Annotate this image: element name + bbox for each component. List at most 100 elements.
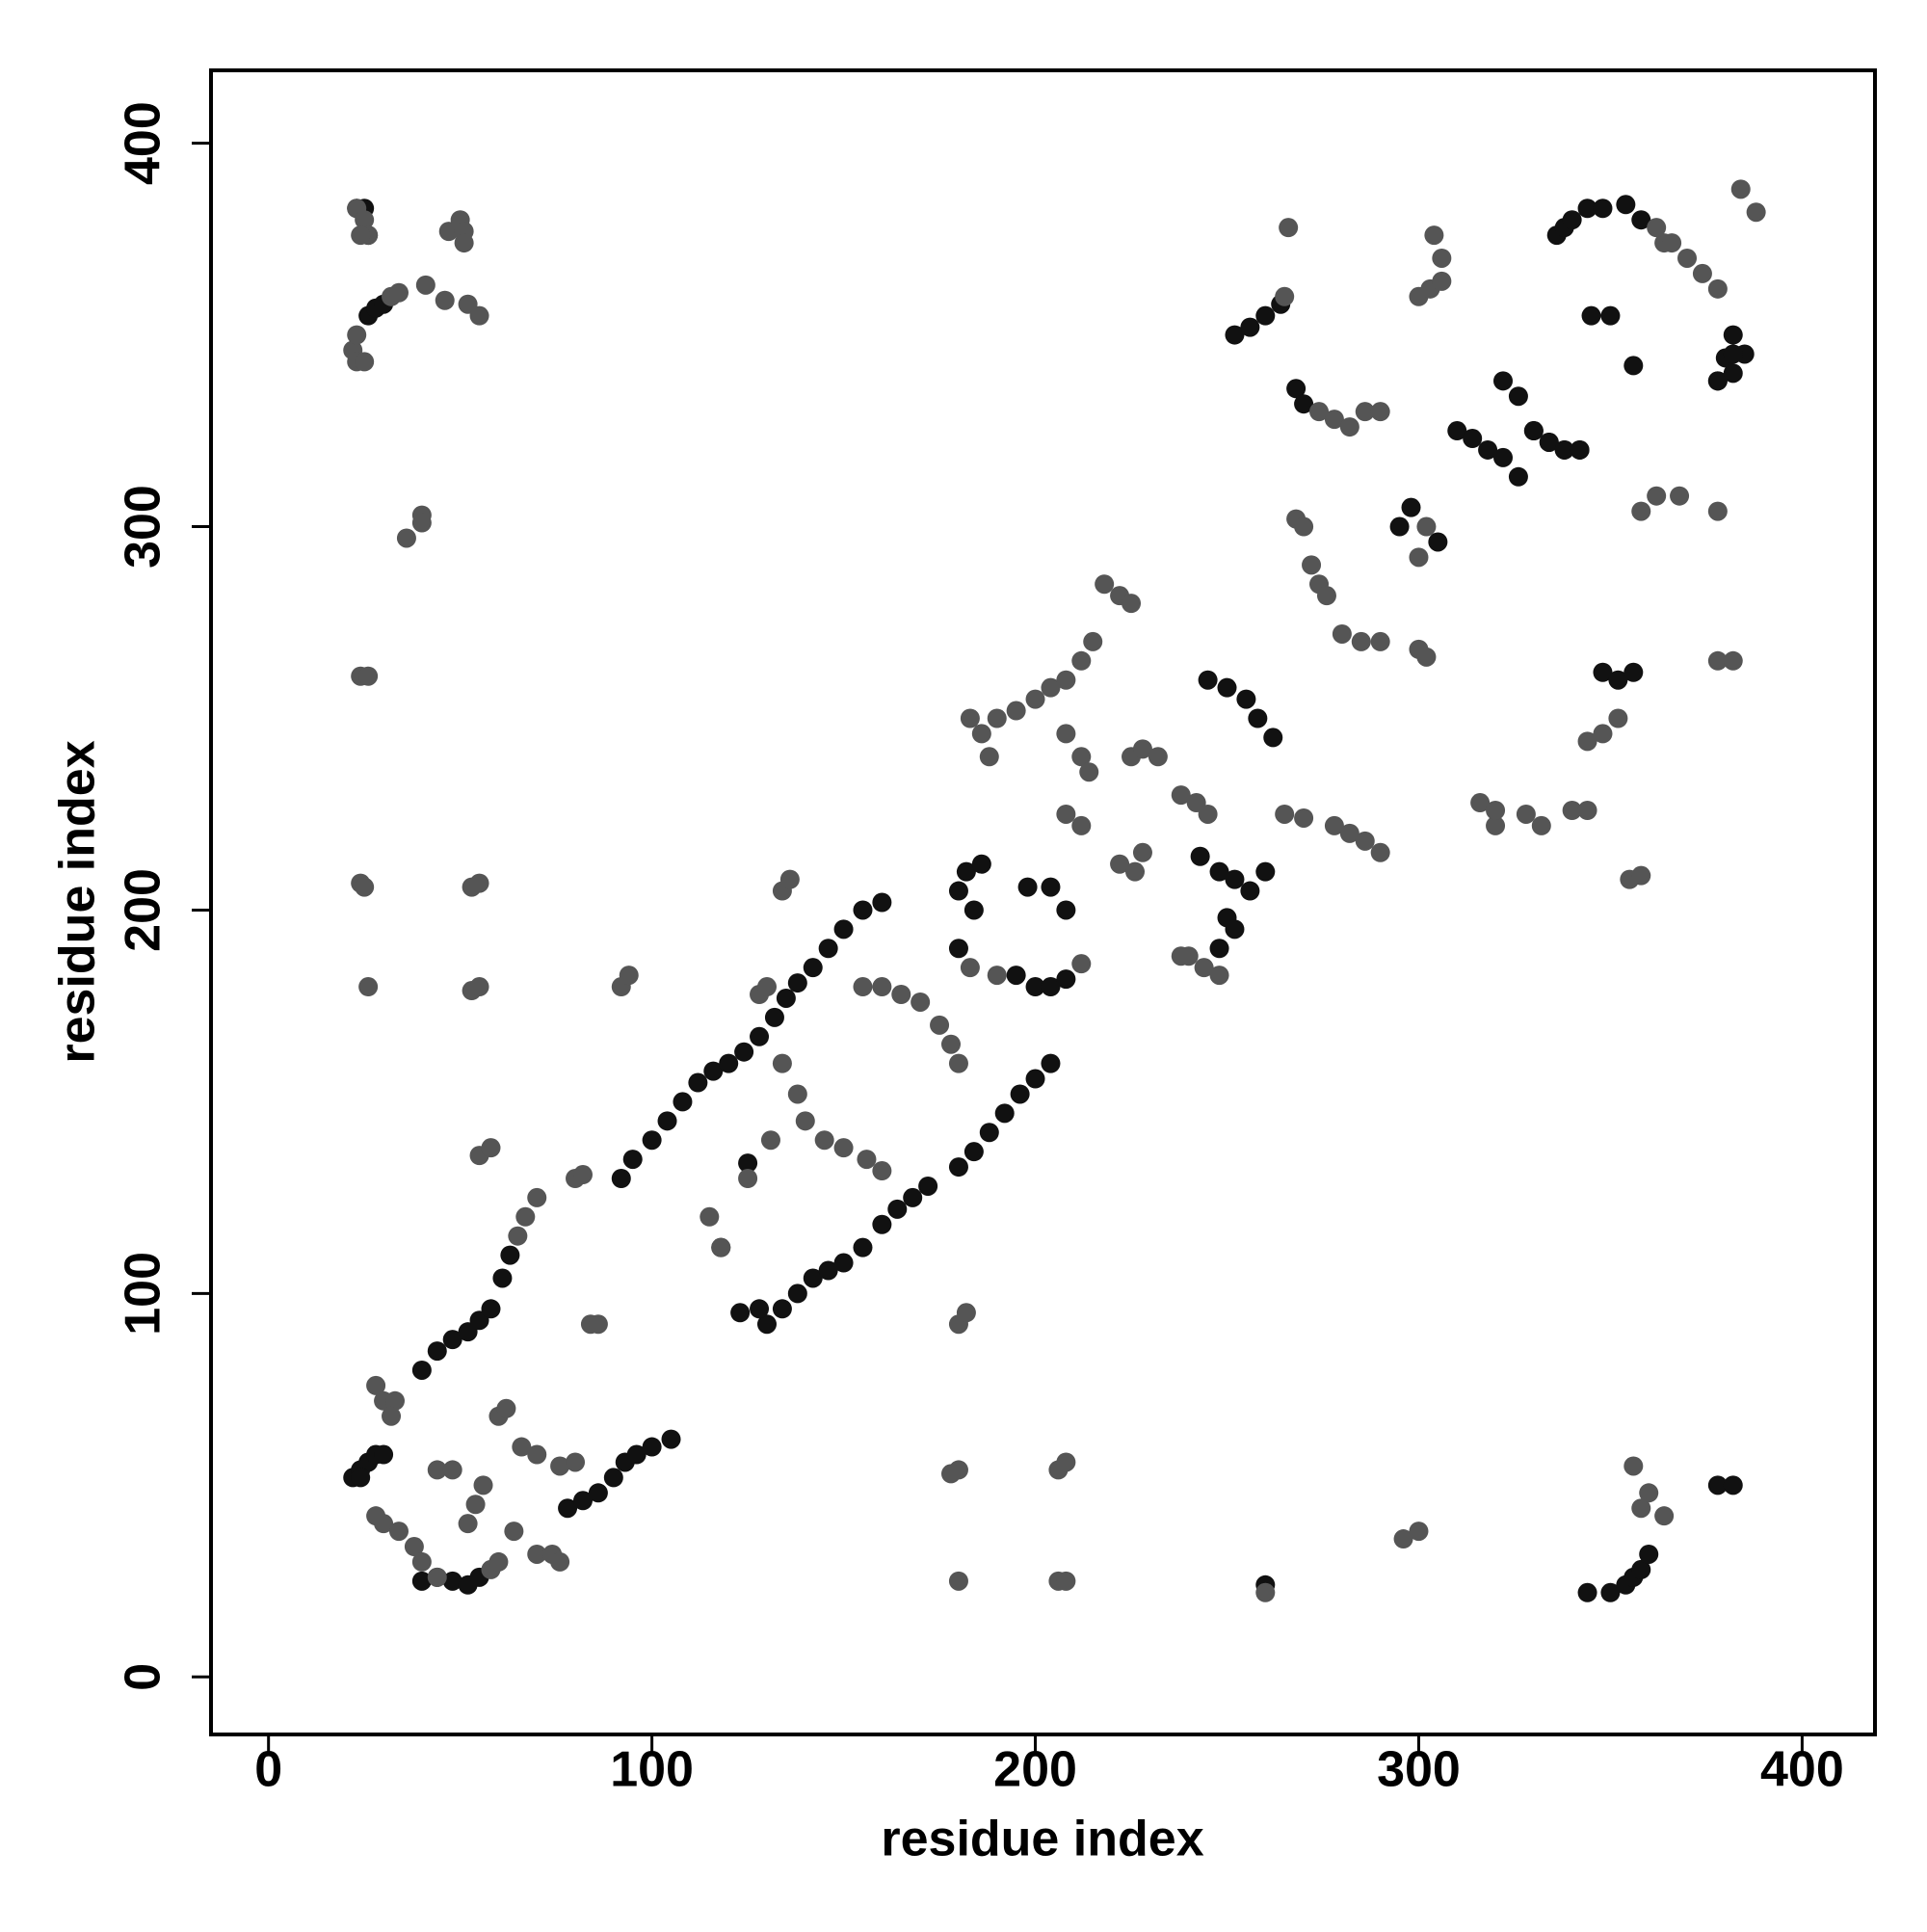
point (738, 1153, 758, 1174)
point (853, 1237, 873, 1257)
point (588, 1483, 608, 1503)
point (1041, 677, 1061, 698)
point (948, 1157, 968, 1178)
point (1463, 429, 1483, 449)
point (764, 1007, 784, 1027)
point (572, 1491, 593, 1511)
point (1309, 402, 1330, 422)
point (730, 1303, 751, 1323)
point (411, 513, 432, 533)
point (415, 275, 436, 295)
point (787, 1084, 807, 1104)
point (1209, 939, 1229, 959)
point (703, 1061, 724, 1081)
point (1600, 305, 1621, 326)
point (987, 966, 1007, 986)
point (1056, 804, 1076, 824)
point (527, 1444, 547, 1465)
point (1071, 815, 1092, 835)
point (1707, 371, 1728, 391)
point (960, 958, 980, 978)
point (1631, 501, 1651, 521)
point (566, 1452, 586, 1472)
point (1302, 555, 1322, 575)
point (1662, 233, 1682, 253)
point (1355, 402, 1375, 422)
point (1623, 356, 1644, 376)
point (738, 1169, 758, 1189)
point (1486, 815, 1506, 835)
point (1577, 198, 1597, 219)
point (481, 1138, 501, 1158)
point (756, 1314, 777, 1335)
point (1025, 1069, 1045, 1089)
point (818, 1260, 838, 1281)
point (1255, 305, 1276, 326)
point (1110, 854, 1130, 874)
point (351, 1468, 371, 1488)
point (1401, 497, 1421, 517)
point (1647, 486, 1667, 506)
point (971, 724, 991, 744)
point (1608, 670, 1628, 690)
point (833, 919, 854, 940)
x-tick-label: 0 (254, 1742, 282, 1798)
point (1432, 271, 1452, 291)
point (527, 1544, 547, 1564)
point (719, 1053, 739, 1073)
point (458, 1514, 478, 1534)
point (355, 877, 375, 897)
y-tick-label: 400 (116, 101, 172, 185)
y-tick-label: 100 (116, 1252, 172, 1336)
point (1639, 1544, 1659, 1564)
point (1324, 410, 1344, 430)
point (388, 1522, 409, 1542)
point (572, 1165, 593, 1185)
point (750, 1026, 770, 1046)
point (1025, 977, 1045, 997)
point (887, 1199, 908, 1219)
point (1351, 631, 1371, 651)
point (1692, 263, 1712, 283)
point (1531, 815, 1551, 835)
point (1470, 793, 1491, 813)
point (918, 1176, 938, 1196)
point (776, 988, 796, 1008)
point (1677, 248, 1698, 268)
point (1593, 724, 1613, 744)
point (1294, 394, 1314, 414)
point (473, 1475, 493, 1495)
point (427, 1341, 447, 1362)
point (872, 1161, 892, 1181)
point (948, 881, 968, 901)
point (1593, 662, 1613, 682)
point (760, 1130, 780, 1151)
point (1056, 724, 1076, 744)
point (1562, 800, 1582, 820)
point (588, 1314, 608, 1335)
point (1041, 977, 1061, 997)
point (1056, 900, 1076, 920)
point (1746, 202, 1766, 223)
point (1095, 574, 1115, 595)
point (355, 210, 375, 230)
point (964, 1142, 984, 1162)
point (1079, 762, 1099, 782)
y-tick-label: 0 (116, 1663, 172, 1691)
y-axis-title: residue index (50, 740, 106, 1063)
point (872, 977, 892, 997)
point (512, 1437, 532, 1457)
point (1432, 248, 1452, 268)
point (818, 939, 838, 959)
point (496, 1398, 516, 1418)
point (795, 1111, 815, 1131)
point (772, 1053, 792, 1073)
point (1190, 846, 1210, 866)
point (1240, 881, 1260, 901)
x-tick-label: 400 (1760, 1742, 1844, 1798)
point (1723, 344, 1743, 364)
point (1631, 865, 1651, 886)
point (1508, 466, 1528, 487)
point (930, 1015, 950, 1035)
x-tick-label: 200 (993, 1742, 1077, 1798)
